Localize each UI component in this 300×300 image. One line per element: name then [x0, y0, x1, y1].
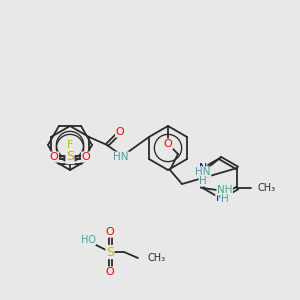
Text: O: O — [106, 267, 114, 277]
Text: H: H — [199, 176, 207, 186]
Text: HN: HN — [113, 152, 129, 162]
Text: S: S — [66, 151, 74, 164]
Text: HN: HN — [195, 167, 211, 177]
Text: O: O — [116, 127, 124, 137]
Text: O: O — [106, 227, 114, 237]
Text: N: N — [199, 163, 207, 173]
Text: F: F — [67, 140, 73, 150]
Text: H: H — [221, 194, 229, 204]
Text: O: O — [50, 152, 58, 162]
Text: O: O — [82, 152, 90, 162]
Text: CH₃: CH₃ — [148, 253, 166, 263]
Text: N: N — [216, 193, 224, 203]
Text: O: O — [164, 139, 172, 149]
Text: HO: HO — [80, 235, 95, 245]
Text: NH: NH — [217, 185, 233, 195]
Text: CH₃: CH₃ — [257, 183, 275, 193]
Text: S: S — [106, 245, 114, 259]
